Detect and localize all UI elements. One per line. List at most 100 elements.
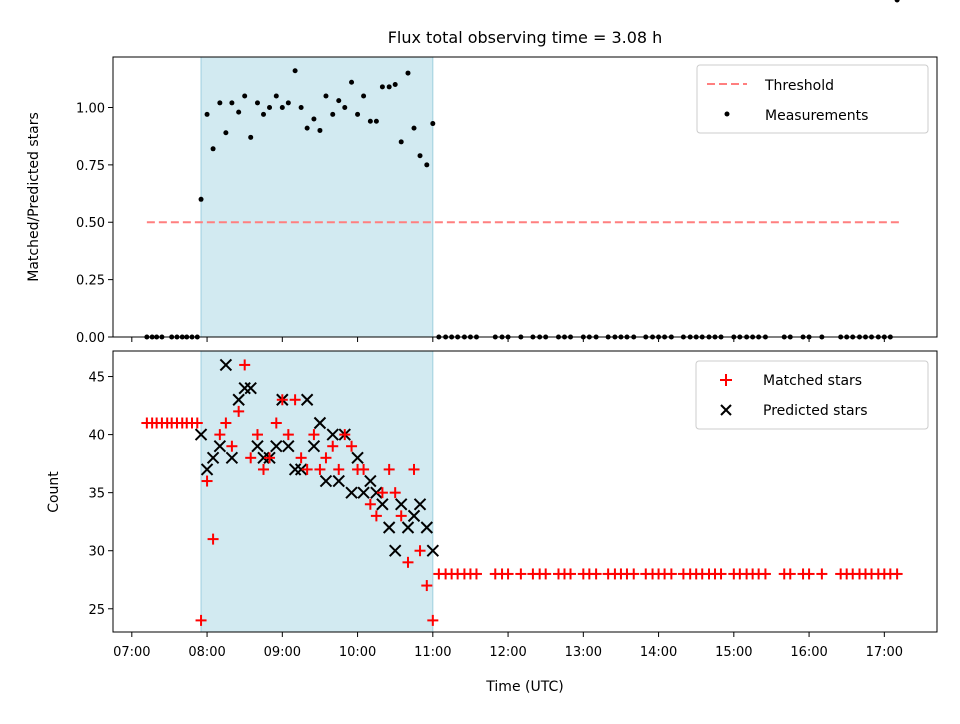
matched-star-point	[264, 452, 276, 464]
measurement-point	[367, 118, 373, 124]
matched-star-point	[414, 545, 426, 557]
predicted-star-point	[376, 498, 389, 511]
x-tick-label: 10:00	[339, 645, 376, 660]
x-tick-label: 09:00	[264, 645, 301, 660]
matched-star-point	[402, 556, 414, 568]
measurements-series	[144, 0, 900, 340]
matched-star-point	[408, 463, 420, 475]
predicted-star-point	[213, 440, 227, 453]
measurement-point	[217, 100, 223, 106]
measurement-point	[248, 134, 254, 140]
measurement-point	[273, 93, 279, 99]
matched-star-point	[320, 452, 332, 464]
measurement-point	[355, 111, 361, 117]
predicted-star-point	[294, 463, 308, 476]
matched-star-point	[308, 429, 320, 441]
x-tick-label: 11:00	[414, 645, 451, 660]
measurement-point	[236, 109, 242, 115]
matched-star-point	[364, 498, 376, 510]
predicted-star-point	[225, 451, 239, 465]
predicted-star-point	[244, 381, 257, 395]
legend-predicted-swatch	[720, 404, 732, 416]
matched-star-point	[346, 440, 358, 452]
matched-star-point	[201, 475, 213, 487]
measurement-point	[285, 100, 291, 106]
matched-star-point	[784, 568, 796, 580]
figure-title: Flux total observing time = 3.08 h	[388, 28, 663, 47]
measurement-point	[261, 111, 267, 117]
bottom-y-tick-label: 45	[88, 371, 105, 386]
matched-star-point	[270, 417, 282, 429]
matched-star-point	[421, 580, 433, 592]
matched-star-point	[590, 568, 602, 580]
measurement-point	[198, 196, 204, 202]
matched-star-point	[515, 568, 527, 580]
matched-star-point	[195, 614, 207, 626]
x-tick-label: 14:00	[640, 645, 677, 660]
predicted-star-point	[332, 474, 345, 488]
matched-star-point	[333, 463, 345, 475]
top-legend: Threshold Measurements	[696, 64, 929, 134]
measurement-point	[330, 111, 336, 117]
predicted-star-point	[232, 393, 245, 406]
bottom-y-tick-label: 25	[88, 603, 105, 618]
predicted-star-point	[426, 544, 440, 557]
measurement-point	[411, 125, 417, 131]
measurement-point	[317, 127, 323, 133]
measurement-point	[242, 93, 248, 99]
measurement-point	[405, 70, 411, 76]
measurement-point	[254, 100, 260, 106]
matched-star-point	[715, 568, 727, 580]
bottom-x-axis: 07:00 08:00 09:00 10:00 11:00 12:00 13:00 14:00…	[113, 632, 903, 660]
matched-star-point	[759, 568, 771, 580]
predicted-star-point	[282, 440, 295, 453]
matched-star-point	[327, 440, 339, 452]
observing-span-top	[200, 56, 434, 338]
predicted-star-point	[388, 544, 402, 557]
predicted-star-point	[307, 440, 321, 453]
matched-star-point	[258, 463, 270, 475]
matched-star-point	[301, 463, 313, 475]
measurement-point	[894, 0, 900, 3]
bottom-axes-frame	[112, 350, 938, 633]
measurement-point	[311, 116, 317, 122]
predicted-stars-series	[194, 358, 440, 557]
measurement-point	[392, 82, 398, 88]
predicted-star-point	[382, 521, 396, 534]
matched-star-point	[214, 429, 226, 441]
x-tick-label: 16:00	[790, 645, 827, 660]
bottom-y-label: Count	[46, 471, 62, 513]
measurement-point	[424, 162, 430, 168]
measurement-point	[279, 104, 285, 110]
predicted-star-point	[206, 451, 220, 465]
measurement-point	[204, 111, 210, 117]
measurement-point	[349, 79, 355, 85]
top-y-label: Matched/Predicted stars	[26, 112, 42, 282]
matched-star-point	[389, 487, 401, 499]
predicted-star-point	[194, 428, 208, 441]
predicted-star-point	[413, 498, 427, 511]
matched-star-point	[540, 568, 552, 580]
measurement-point	[342, 104, 348, 110]
observing-span-bottom	[200, 350, 434, 633]
matched-star-point	[295, 452, 307, 464]
legend-predicted-label: Predicted stars	[763, 403, 868, 419]
matched-star-point	[665, 568, 677, 580]
measurement-point	[373, 118, 379, 124]
bottom-y-tick-label: 40	[88, 429, 105, 444]
x-tick-label: 13:00	[565, 645, 602, 660]
bottom-panel: 25 30 35 40 45 07:00 08:00 09:00 10:00 11:00 12:0…	[46, 350, 938, 695]
matched-star-point	[276, 394, 288, 406]
matched-star-point	[239, 359, 251, 371]
predicted-star-point	[401, 521, 415, 534]
predicted-star-point	[300, 393, 314, 406]
predicted-star-point	[420, 521, 434, 534]
measurement-point	[210, 146, 216, 152]
matched-star-point	[502, 568, 514, 580]
matched-stars-series	[141, 359, 903, 626]
bottom-x-label: Time (UTC)	[485, 679, 563, 695]
measurement-point	[361, 93, 367, 99]
predicted-star-point	[357, 486, 370, 499]
measurement-point	[267, 104, 273, 110]
predicted-star-point	[326, 428, 339, 441]
